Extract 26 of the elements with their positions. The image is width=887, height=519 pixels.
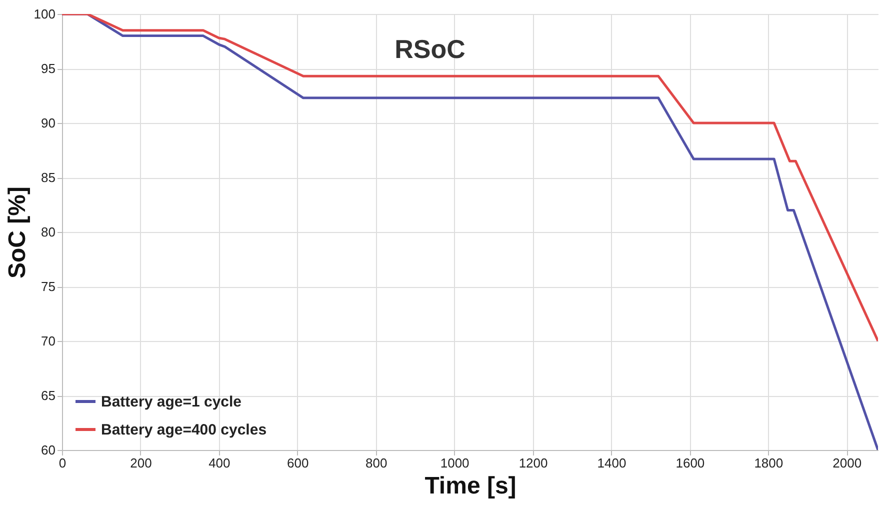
x-tick-label: 1200: [518, 456, 548, 470]
x-tick-label: 600: [287, 456, 309, 470]
legend-label: Battery age=400 cycles: [101, 422, 267, 438]
line-series: [62, 14, 878, 342]
y-tick-label: 90: [41, 116, 56, 130]
x-axis-title: Time [s]: [424, 472, 516, 500]
x-tick-label: 0: [58, 456, 66, 470]
y-tick-label: 60: [41, 442, 56, 458]
x-tick-label: 1400: [597, 456, 626, 470]
y-tick-label: 95: [41, 61, 56, 76]
y-tick-label: 65: [41, 388, 56, 403]
y-axis-title: SoC [%]: [4, 186, 31, 278]
x-tick-label: 400: [208, 456, 230, 470]
text: RSoC: [394, 34, 466, 64]
y-tick-label: 75: [41, 279, 56, 294]
y-tick-label: 100: [34, 6, 56, 22]
legend-label: Battery age=1 cycle: [101, 394, 242, 410]
y-tick-label: 80: [41, 224, 56, 240]
x-tick-label: 1600: [676, 456, 705, 470]
x-tick-label: 1000: [440, 456, 470, 470]
y-tick-label: 70: [41, 334, 56, 348]
y-tick-label: 85: [41, 170, 56, 185]
x-tick-label: 2000: [832, 456, 862, 470]
x-tick-label: 1800: [754, 456, 784, 470]
x-tick-label: 800: [365, 456, 388, 470]
x-tick-label: 200: [130, 456, 152, 470]
